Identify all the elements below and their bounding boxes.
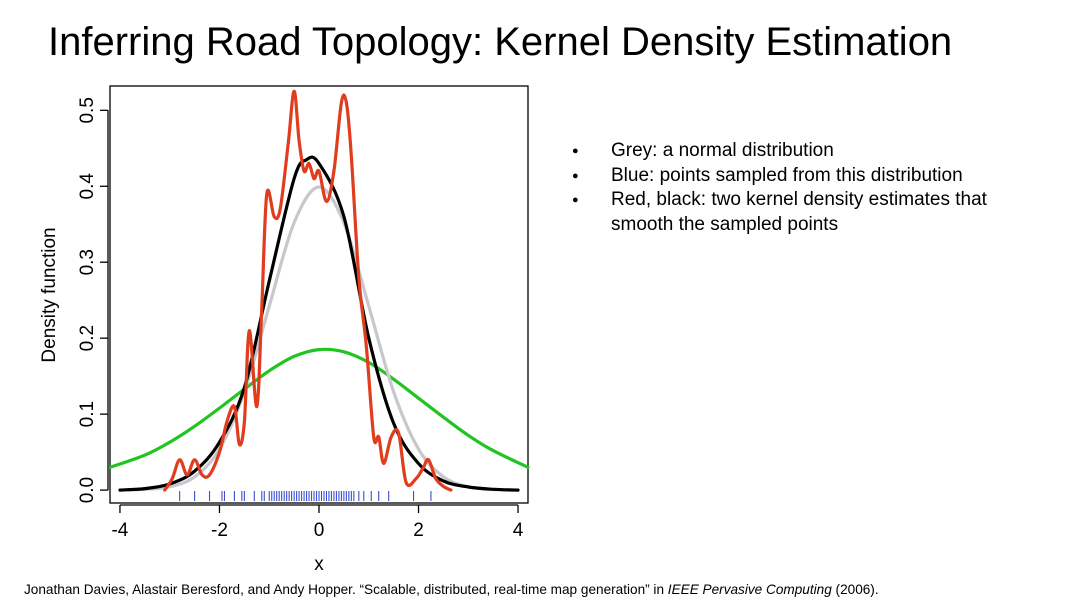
x-tick-label: 4: [513, 520, 524, 541]
y-tick-label: 0.2: [77, 325, 98, 351]
x-axis-label: x: [314, 554, 324, 575]
x-tick-label: -2: [211, 520, 228, 541]
grey-normal-curve: [118, 185, 520, 492]
y-axis: 0.0 0.1 0.2 0.3 0.4 0.5: [77, 97, 109, 503]
citation-journal: IEEE Pervasive Computing: [667, 582, 832, 597]
black-kde-curve: [118, 155, 520, 492]
plot-frame: [109, 85, 529, 504]
y-axis-label: Density function: [39, 227, 60, 362]
citation-text: Jonathan Davies, Alastair Beresford, and…: [24, 582, 668, 597]
x-tick-label: 0: [314, 520, 325, 541]
page-title: Inferring Road Topology: Kernel Density …: [48, 20, 953, 64]
y-tick-label: 0.5: [77, 97, 98, 123]
bullet-grey: Grey: a normal distribution: [572, 139, 1052, 164]
bullet-red-black: Red, black: two kernel density estimates…: [572, 188, 1052, 237]
bullet-blue: Blue: points sampled from this distribut…: [572, 164, 1052, 189]
bullet-list: Grey: a normal distribution Blue: points…: [572, 139, 1052, 237]
y-tick-label: 0.0: [77, 477, 98, 503]
red-kde-curve: [163, 89, 453, 492]
x-axis: -4 -2 0 2 4: [111, 504, 524, 541]
sample-points-rug: [179, 491, 432, 501]
y-tick-label: 0.3: [77, 249, 98, 275]
citation: Jonathan Davies, Alastair Beresford, and…: [24, 582, 879, 597]
density-curves: [108, 89, 530, 492]
y-tick-label: 0.4: [77, 173, 98, 200]
green-density-curve: [108, 347, 530, 469]
citation-year: (2006).: [831, 582, 879, 597]
x-tick-label: 2: [413, 520, 424, 541]
y-tick-label: 0.1: [77, 401, 98, 427]
x-tick-label: -4: [111, 520, 128, 541]
density-chart: -4 -2 0 2 4 0.0 0.1 0.2 0.3 0.4 0.5 x Density fun…: [39, 85, 530, 575]
